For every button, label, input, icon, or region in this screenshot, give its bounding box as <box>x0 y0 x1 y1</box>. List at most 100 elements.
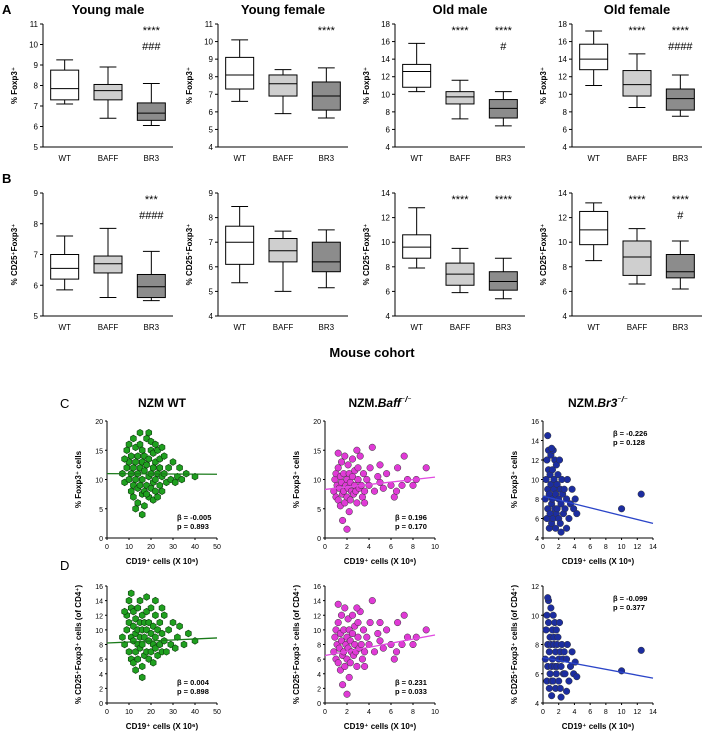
chart-c-2: NZM.Br3⁻/⁻ % Foxp3⁺ cells CD19⁺ cells (X 1… <box>510 395 657 566</box>
data-point <box>191 472 199 481</box>
data-point <box>361 662 369 670</box>
box-wt <box>50 254 80 280</box>
x-axis-label: CD19⁺ cells (X 10⁶) <box>126 722 199 731</box>
y-tick-label: 5 <box>317 507 321 514</box>
data-point <box>554 471 562 479</box>
x-tick-label: 14 <box>649 709 657 716</box>
x-tick-label: BAFF <box>98 323 119 332</box>
data-point <box>357 640 365 649</box>
y-tick-label: 6 <box>535 517 539 524</box>
data-point <box>158 487 166 495</box>
beta-label: β = -0.005 <box>177 513 211 522</box>
x-tick-label: WT <box>233 154 246 163</box>
x-tick-label: 10 <box>618 544 626 551</box>
data-point <box>354 633 362 641</box>
data-point <box>358 655 366 663</box>
y-tick-label: 4 <box>99 672 103 679</box>
data-point <box>152 633 159 641</box>
data-point <box>123 626 131 634</box>
data-point <box>143 593 150 601</box>
y-tick-label: 8 <box>535 497 539 504</box>
data-point <box>136 596 144 605</box>
data-point <box>548 444 556 452</box>
y-tick-label: 4 <box>535 701 539 708</box>
y-tick-label: 4 <box>535 536 539 543</box>
x-tick-label: BAFF <box>273 154 294 163</box>
scatter-title-part: NZM. <box>568 396 597 410</box>
x-tick-label: 30 <box>169 709 177 716</box>
data-point <box>169 618 177 627</box>
data-point <box>171 478 179 487</box>
data-point <box>379 644 387 652</box>
x-tick-label: 4 <box>572 544 576 551</box>
chart-title: Old male <box>433 2 488 17</box>
y-tick-label: 8 <box>209 214 214 223</box>
y-tick-label: 8 <box>386 263 391 272</box>
data-point <box>544 594 552 602</box>
data-point <box>390 655 398 663</box>
data-point <box>398 481 406 489</box>
y-tick-label: 10 <box>95 478 103 485</box>
data-point <box>376 619 384 627</box>
y-tick-label: 9 <box>34 61 39 70</box>
y-tick-label: 11 <box>205 20 214 29</box>
data-point <box>557 528 565 536</box>
data-point <box>543 456 551 464</box>
x-tick-label: 12 <box>633 709 641 716</box>
y-tick-label: 0 <box>317 701 321 708</box>
box-wt <box>225 56 255 90</box>
box-baff <box>268 74 298 97</box>
x-tick-label: 10 <box>431 709 439 716</box>
data-point <box>400 452 408 460</box>
x-tick-label: BR3 <box>673 154 689 163</box>
y-axis-label: % Foxp3⁺ <box>185 67 194 104</box>
beta-label: β = 0.196 <box>395 513 427 522</box>
data-point <box>366 619 374 627</box>
data-point <box>545 648 553 656</box>
data-point <box>568 648 576 656</box>
y-tick-label: 6 <box>34 123 39 132</box>
y-tick-label: 12 <box>558 214 567 223</box>
chart-title: Old female <box>604 2 670 17</box>
data-point <box>409 640 417 649</box>
data-point <box>543 611 551 619</box>
data-point <box>348 455 357 463</box>
box-baff <box>445 91 475 105</box>
data-point <box>341 452 349 460</box>
data-point <box>158 443 166 452</box>
x-tick-label: BAFF <box>627 323 648 332</box>
data-point <box>383 470 391 478</box>
scatter-title: NZM WT <box>138 396 187 410</box>
significance-label: # <box>500 41 507 53</box>
y-tick-label: 10 <box>558 90 567 99</box>
x-tick-label: BR3 <box>319 323 335 332</box>
y-tick-label: 6 <box>563 125 568 134</box>
x-tick-label: 0 <box>323 544 327 551</box>
y-tick-label: 10 <box>29 41 38 50</box>
data-point <box>334 449 342 457</box>
x-tick-label: 50 <box>213 709 221 716</box>
x-tick-label: 14 <box>649 544 657 551</box>
y-tick-label: 20 <box>313 419 321 426</box>
data-point <box>132 475 139 484</box>
x-tick-label: 8 <box>604 544 608 551</box>
y-tick-label: 14 <box>95 599 103 606</box>
data-point <box>552 626 560 634</box>
y-axis-label: % CD25⁺Foxp3⁺ <box>10 224 19 286</box>
y-tick-label: 15 <box>313 448 321 455</box>
y-tick-label: 4 <box>317 672 321 679</box>
data-point <box>334 619 342 627</box>
data-point <box>152 611 159 619</box>
data-point <box>149 659 157 667</box>
data-point <box>152 475 159 484</box>
y-tick-label: 10 <box>558 238 567 247</box>
data-point <box>394 619 402 627</box>
data-point <box>138 673 146 682</box>
data-point <box>156 464 164 472</box>
box-br3 <box>136 273 166 299</box>
data-point <box>353 499 361 507</box>
data-point <box>127 452 135 460</box>
x-tick-label: 6 <box>588 709 592 716</box>
p-value-label: p = 0.377 <box>613 603 645 612</box>
